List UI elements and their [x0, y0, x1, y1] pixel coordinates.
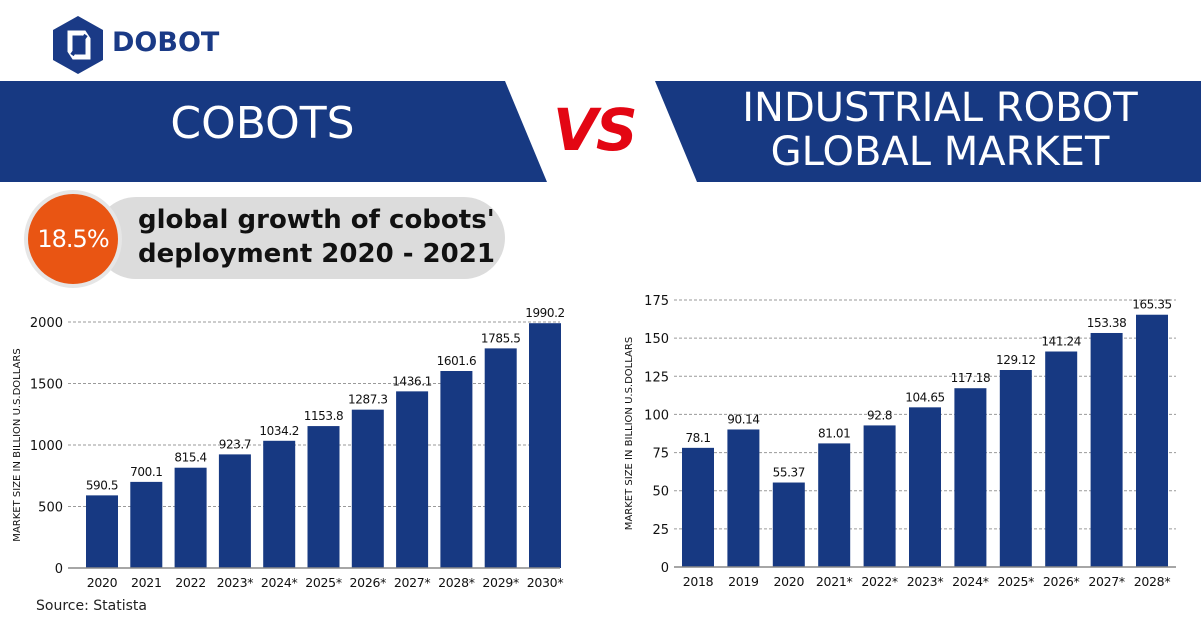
bar-2026* — [351, 409, 384, 568]
brand-name: DOBOT — [112, 27, 220, 58]
cobots-market-chart: 0 500 1000 1500 2000 590.5 2020 700.1 2021 815.4 2… — [12, 306, 565, 590]
data-label: 165.35 — [1132, 298, 1172, 312]
y-tick-label: 1500 — [30, 378, 63, 393]
data-label: 1287.3 — [348, 393, 388, 407]
x-tick-label: 2020 — [87, 575, 118, 590]
bar-2020 — [86, 495, 118, 568]
data-label: 117.18 — [951, 371, 991, 385]
y-tick-label: 100 — [644, 408, 669, 423]
data-label: 92.8 — [867, 408, 892, 422]
data-label: 815.4 — [174, 451, 206, 465]
bar-2019 — [727, 429, 760, 567]
dobot-logo-icon — [53, 16, 103, 74]
x-tick-label: 2029* — [482, 575, 519, 590]
y-tick-label: 1000 — [30, 439, 63, 454]
industrial-robot-market-chart: 0 25 50 75 100 125 150 175 78.1 2018 90.14 2019 55.3… — [624, 294, 1176, 589]
callout-text: global growth of cobots' deployment 2020… — [138, 203, 495, 271]
left-banner — [0, 81, 547, 182]
bar-2021 — [130, 481, 163, 568]
bar-2026* — [1045, 351, 1078, 567]
x-tick-label: 2025* — [998, 574, 1035, 589]
bar-2022 — [174, 467, 207, 568]
y-tick-label: 25 — [652, 523, 669, 538]
y-tick-label: 500 — [38, 501, 63, 516]
x-tick-label: 2021 — [131, 575, 162, 590]
data-label: 104.65 — [905, 390, 945, 404]
x-tick-label: 2027* — [1088, 574, 1125, 589]
x-tick-label: 2026* — [1043, 574, 1080, 589]
callout-pill — [95, 197, 505, 279]
bar-2021* — [818, 443, 851, 567]
x-tick-label: 2018 — [683, 574, 714, 589]
bar-2027* — [1090, 332, 1123, 567]
industrial-title: INDUSTRIAL ROBOT GLOBAL MARKET — [690, 86, 1190, 174]
bar-2022* — [863, 425, 896, 567]
bar-2028* — [440, 371, 473, 568]
x-tick-label: 2025* — [305, 575, 342, 590]
data-label: 1436.1 — [392, 374, 432, 388]
x-tick-label: 2024* — [952, 574, 989, 589]
bar-2025* — [999, 369, 1032, 567]
bar-2020 — [772, 482, 805, 567]
x-tick-label: 2023* — [217, 575, 254, 590]
bar-2025* — [307, 426, 340, 568]
y-tick-label: 50 — [652, 485, 669, 500]
vs-label: VS — [553, 96, 638, 164]
x-tick-label: 2023* — [907, 574, 944, 589]
x-tick-label: 2024* — [261, 575, 298, 590]
data-label: 1990.2 — [525, 306, 565, 320]
x-tick-label: 2022 — [175, 575, 206, 590]
bar-2028* — [1136, 314, 1168, 567]
x-tick-label: 2028* — [1134, 574, 1171, 589]
data-label: 129.12 — [996, 353, 1036, 367]
x-tick-label: 2028* — [438, 575, 475, 590]
x-tick-label: 2026* — [350, 575, 387, 590]
bar-2029* — [484, 348, 517, 568]
bar-2024* — [263, 440, 296, 568]
growth-stat: 18.5% — [28, 194, 118, 284]
bar-2023* — [218, 454, 251, 568]
data-label: 1785.5 — [481, 331, 521, 345]
y-tick-label: 2000 — [30, 316, 63, 331]
x-tick-label: 2030* — [527, 575, 564, 590]
source-note: Source: Statista — [36, 598, 147, 614]
industrial-title-line2: GLOBAL MARKET — [770, 129, 1110, 175]
data-label: 923.7 — [219, 437, 251, 451]
bar-2024* — [954, 388, 987, 567]
data-label: 153.38 — [1087, 316, 1127, 330]
data-label: 55.37 — [773, 466, 805, 480]
y-axis-title: MARKET SIZE IN BILLION U.S.DOLLARS — [624, 337, 635, 530]
bar-2018 — [682, 447, 714, 567]
data-label: 1034.2 — [259, 424, 299, 438]
cobots-title: COBOTS — [170, 98, 355, 149]
data-label: 590.5 — [86, 478, 118, 492]
data-label: 141.24 — [1041, 335, 1081, 349]
callout-line1: global growth of cobots' — [138, 205, 495, 235]
y-tick-label: 125 — [644, 370, 669, 385]
x-tick-label: 2020 — [773, 574, 804, 589]
x-tick-label: 2021* — [816, 574, 853, 589]
data-label: 81.01 — [818, 426, 850, 440]
y-tick-label: 75 — [652, 447, 669, 462]
y-tick-label: 175 — [644, 294, 669, 309]
data-label: 90.14 — [727, 412, 759, 426]
x-tick-label: 2027* — [394, 575, 431, 590]
y-axis-title: MARKET SIZE IN BILLION U.S.DOLLARS — [12, 348, 23, 541]
industrial-title-line1: INDUSTRIAL ROBOT — [742, 85, 1138, 131]
data-label: 1601.6 — [437, 354, 477, 368]
callout-line2: deployment 2020 - 2021 — [138, 239, 495, 269]
header-banners — [0, 81, 1201, 182]
data-label: 1153.8 — [304, 409, 344, 423]
x-tick-label: 2019 — [728, 574, 759, 589]
y-tick-label: 0 — [55, 562, 63, 577]
bar-2023* — [909, 407, 941, 567]
x-tick-label: 2022* — [861, 574, 898, 589]
bar-2027* — [396, 391, 429, 568]
data-label: 700.1 — [130, 465, 162, 479]
data-label: 78.1 — [685, 431, 710, 445]
right-banner — [655, 81, 1201, 182]
y-tick-label: 150 — [644, 332, 669, 347]
y-tick-label: 0 — [661, 561, 669, 576]
bar-2030* — [529, 323, 561, 568]
